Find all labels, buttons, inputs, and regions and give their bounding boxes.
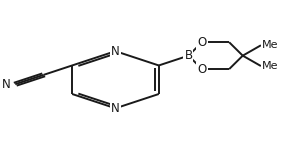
Text: Me: Me bbox=[262, 40, 279, 50]
Text: Me: Me bbox=[262, 61, 279, 71]
Text: N: N bbox=[111, 102, 120, 115]
Text: N: N bbox=[111, 45, 120, 58]
Text: O: O bbox=[197, 36, 207, 49]
Text: B: B bbox=[184, 49, 193, 62]
Text: N: N bbox=[2, 78, 11, 91]
Text: O: O bbox=[197, 63, 207, 76]
